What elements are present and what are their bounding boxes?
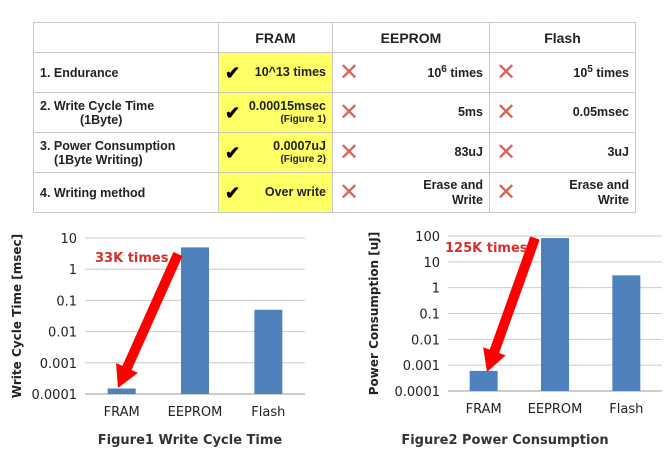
chart-title: Figure2 Power Consumption (401, 433, 608, 448)
x-tick-label: FRAM (466, 402, 502, 417)
y-tick-label: 0.1 (419, 308, 440, 323)
fram-note: (Figure 1) (280, 114, 326, 125)
header-flash: Flash (489, 22, 636, 53)
y-tick-label: 1 (432, 282, 440, 297)
flash-value: 3uJ (607, 145, 629, 159)
x-tick-label: Flash (251, 405, 285, 420)
cross-icon: ✕ (339, 178, 360, 206)
check-icon: ✔ (225, 142, 241, 163)
cross-icon: ✕ (339, 138, 360, 166)
y-tick-label: 0.01 (411, 333, 440, 348)
flash-value: Erase and (569, 177, 629, 192)
red-arrow (116, 251, 183, 388)
cross-icon: ✕ (496, 58, 517, 86)
annotation: 125K times (445, 241, 528, 256)
y-axis-label: Power Consumption [uJ] (367, 232, 381, 396)
y-tick-label: 100 (415, 230, 440, 245)
bar-eeprom (541, 238, 569, 391)
x-tick-label: EEPROM (168, 405, 223, 420)
eeprom-value: Erase and (423, 177, 483, 192)
eeprom-value: 106 times (427, 63, 483, 81)
flash-value: 105 times (573, 63, 629, 81)
table-row: 4. Writing method ✔ Over write ✕ Erase and… (33, 172, 636, 213)
fram-note: (Figure 2) (280, 154, 326, 165)
y-tick-label: 0.001 (40, 357, 77, 372)
eeprom-value: 83uJ (454, 145, 484, 159)
red-arrow (483, 236, 540, 372)
annotation: 33K times (95, 251, 169, 266)
table-row: 3. Power Consumption (1Byte Writing) ✔ 0.0… (33, 132, 636, 173)
cross-icon: ✕ (496, 178, 517, 206)
y-tick-label: 0.01 (48, 326, 77, 341)
table-row: 2. Write Cycle Time (1Byte) ✔ 0.00015msec(… (33, 92, 636, 133)
bar-flash (612, 275, 641, 391)
header-eeprom: EEPROM (332, 22, 490, 53)
x-tick-label: Flash (609, 402, 643, 417)
y-tick-label: 0.001 (403, 359, 440, 374)
chart-title: Figure1 Write Cycle Time (98, 433, 283, 448)
comparison-table: FRAM EEPROM Flash 1. Endurance ✔ 10^13 ti… (33, 22, 636, 213)
x-tick-label: EEPROM (528, 402, 583, 417)
y-tick-label: 0.1 (56, 294, 77, 309)
row-label: 4. Writing method (33, 172, 219, 213)
check-icon: ✔ (225, 102, 241, 123)
row-label: 3. Power Consumption (1Byte Writing) (33, 132, 219, 173)
bar-fram (107, 388, 136, 394)
bar-flash (254, 309, 283, 394)
flash-value: 0.05msec (572, 105, 629, 119)
check-icon: ✔ (225, 62, 241, 83)
bar-eeprom (181, 247, 209, 394)
cross-icon: ✕ (339, 98, 360, 126)
cross-icon: ✕ (496, 98, 517, 126)
cross-icon: ✕ (339, 58, 360, 86)
fram-value: 10^13 times (254, 65, 326, 79)
cross-icon: ✕ (496, 138, 517, 166)
y-tick-label: 1 (69, 263, 77, 278)
y-axis-label: Write Cycle Time [msec] (10, 234, 24, 398)
eeprom-value: 5ms (457, 105, 483, 119)
y-tick-label: 0.0001 (32, 388, 78, 403)
check-icon: ✔ (225, 182, 241, 203)
row-label: 1. Endurance (33, 52, 219, 93)
fram-value: Over write (264, 185, 326, 199)
fram-value: 0.0007uJ (273, 139, 326, 153)
y-tick-label: 10 (423, 256, 440, 271)
header-blank (33, 22, 219, 53)
fram-value: 0.00015msec (248, 99, 326, 113)
bar-fram (469, 370, 498, 391)
x-tick-label: FRAM (104, 405, 140, 420)
y-tick-label: 0.0001 (395, 385, 441, 400)
y-tick-label: 10 (60, 232, 77, 247)
table-row: 1. Endurance ✔ 10^13 times ✕ 106 times ✕ 10… (33, 52, 636, 93)
